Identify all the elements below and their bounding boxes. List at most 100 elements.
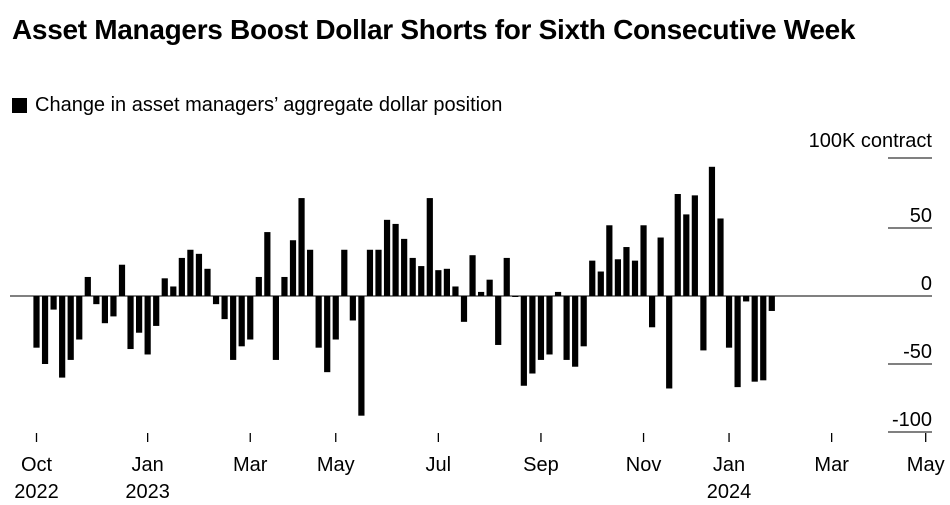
bar — [751, 296, 758, 382]
bar — [204, 268, 211, 296]
bar — [469, 255, 476, 296]
bar — [743, 296, 750, 302]
bar — [700, 296, 707, 351]
y-tick-label: 0 — [921, 273, 932, 295]
x-tick-label: Oct — [21, 454, 53, 476]
bar — [127, 296, 134, 350]
bar — [426, 198, 433, 296]
bar — [768, 296, 775, 311]
bar — [161, 278, 168, 296]
x-tick-label: Jan — [132, 454, 164, 476]
bar — [503, 257, 510, 296]
bar — [170, 286, 177, 296]
bar — [375, 249, 382, 296]
bar — [529, 296, 536, 374]
x-tick-label: Mar — [814, 454, 849, 476]
bar — [606, 225, 613, 296]
bar — [50, 296, 57, 310]
bar — [341, 249, 348, 296]
legend-swatch — [12, 97, 27, 113]
bar — [631, 260, 639, 296]
x-axis: Oct 2022 Jan 2023 Mar May Jul Sep Nov Jan 2024 Mar M… — [14, 433, 945, 503]
bar — [452, 286, 459, 296]
x-tick-label: Sep — [523, 454, 559, 476]
y-tick-label: 50 — [910, 205, 932, 227]
bar — [486, 279, 493, 296]
x-tick-year-label: 2024 — [707, 481, 752, 503]
bar — [563, 296, 570, 360]
bar — [212, 296, 220, 305]
bar — [708, 166, 716, 296]
bar — [674, 194, 681, 296]
bar — [136, 296, 143, 333]
bar — [84, 276, 91, 296]
bar — [657, 237, 664, 296]
bar — [298, 198, 305, 296]
bar — [76, 296, 83, 340]
bar — [589, 260, 596, 296]
bar — [307, 249, 314, 296]
bar — [725, 296, 733, 348]
bar — [221, 296, 228, 320]
bar — [512, 296, 519, 297]
bar — [272, 296, 279, 360]
bar — [195, 253, 203, 296]
y-tick-label: -50 — [903, 341, 932, 363]
bar — [33, 296, 40, 348]
y-axis-labels: 100K contract 50 0 -50 -100 — [809, 130, 933, 431]
bar — [187, 249, 194, 296]
bar — [247, 296, 254, 340]
bar — [59, 296, 66, 378]
bar — [478, 291, 485, 296]
x-tick-label: Jul — [426, 454, 452, 476]
bar — [255, 276, 262, 296]
bar — [153, 296, 160, 326]
bar — [546, 296, 553, 355]
legend-label: Change in asset managers’ aggregate doll… — [35, 93, 503, 116]
bar — [495, 296, 502, 345]
x-tick-label: Nov — [626, 454, 662, 476]
bar — [110, 296, 117, 317]
bar — [734, 296, 741, 388]
bar — [691, 195, 698, 296]
bar — [760, 296, 767, 381]
bar — [409, 257, 416, 296]
bar — [392, 223, 399, 296]
bar — [101, 296, 108, 324]
bar — [281, 276, 288, 296]
y-tick-label: -100 — [892, 409, 932, 431]
bar — [435, 270, 442, 296]
bar — [614, 259, 621, 296]
x-tick-year-label: 2023 — [125, 481, 170, 503]
bar — [554, 291, 562, 296]
bar — [144, 296, 151, 355]
bar — [238, 296, 245, 347]
bar — [623, 247, 630, 296]
bar — [683, 214, 690, 296]
bar — [401, 238, 408, 296]
bar — [332, 296, 339, 340]
x-tick-year-label: 2022 — [14, 481, 59, 503]
bar — [666, 296, 673, 389]
bar — [520, 296, 527, 386]
bar — [289, 240, 297, 296]
bars — [33, 166, 775, 416]
x-tick-label: May — [907, 454, 945, 476]
bar — [358, 296, 365, 416]
bar — [93, 296, 100, 305]
bar — [383, 219, 391, 296]
bar — [67, 296, 74, 360]
bar — [580, 296, 587, 347]
bar — [366, 249, 374, 296]
bar — [443, 268, 450, 296]
legend: Change in asset managers’ aggregate doll… — [12, 93, 502, 117]
bar — [572, 296, 579, 367]
bar — [230, 296, 237, 360]
bar — [41, 296, 49, 364]
bar — [537, 296, 545, 360]
bar — [717, 218, 724, 296]
x-tick-label: May — [317, 454, 355, 476]
x-tick-label: Mar — [233, 454, 268, 476]
bar — [264, 232, 271, 296]
